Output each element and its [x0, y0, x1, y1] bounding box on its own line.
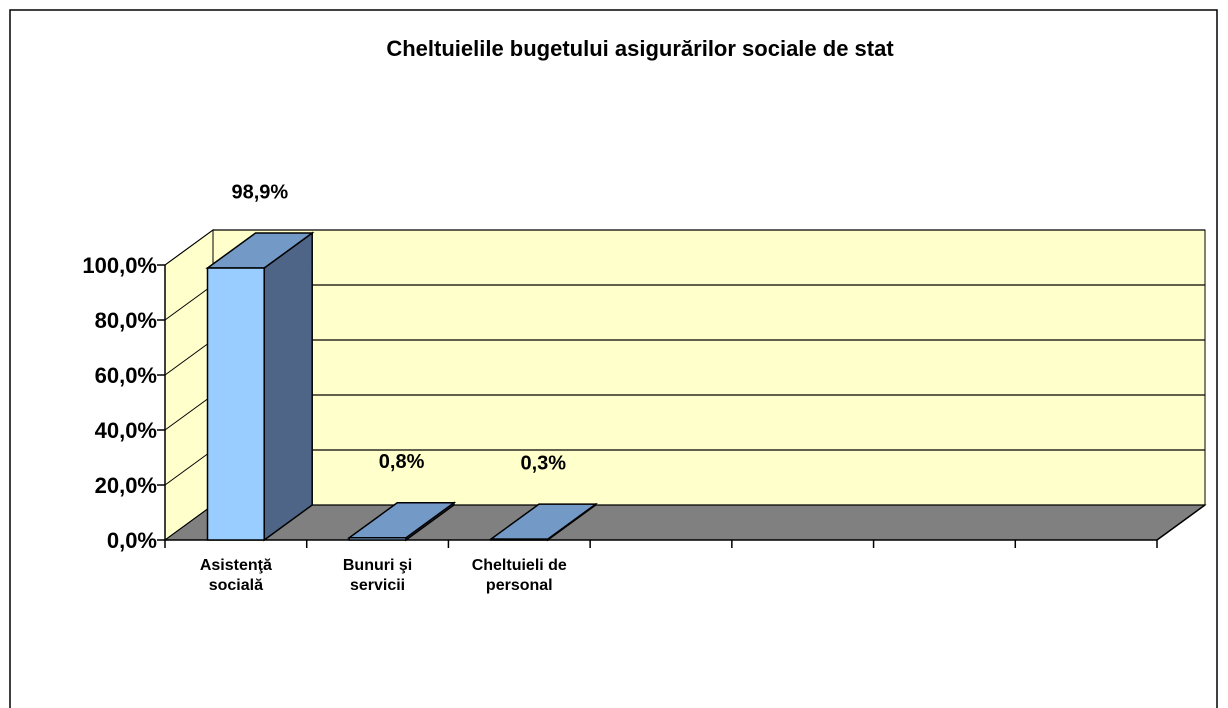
y-tick-label: 60,0%	[95, 363, 157, 388]
x-tick-label-box: Asistenţă socială	[199, 557, 272, 594]
data-label: 0,3%	[520, 452, 566, 474]
x-tick-label-box: Cheltuieli de personal	[471, 557, 567, 594]
x-tick-label: Cheltuieli de personal	[471, 557, 567, 594]
y-tick-label: 20,0%	[95, 473, 157, 498]
x-tick-label: Bunuri şi servicii	[342, 557, 413, 594]
data-label: 98,9%	[231, 181, 288, 203]
back-wall	[212, 229, 1206, 506]
y-tick-label: 0,0%	[107, 528, 157, 553]
bar	[348, 537, 407, 541]
grid-line	[164, 504, 214, 541]
x-tick-label-box: Bunuri şi servicii	[342, 557, 413, 594]
floor	[163, 504, 1207, 541]
data-label: 0,8%	[379, 451, 425, 473]
y-tick-label: 100,0%	[82, 253, 157, 278]
chart-title: Cheltuielile bugetului asigurărilor soci…	[386, 36, 894, 61]
side-wall	[164, 229, 214, 541]
grid-line	[164, 394, 214, 431]
floor-edge	[1156, 504, 1206, 541]
y-tick-label: 80,0%	[95, 308, 157, 333]
bar	[490, 538, 549, 541]
grid-line	[164, 449, 214, 486]
bar-side	[263, 231, 313, 542]
grid-line	[164, 339, 214, 376]
x-tick-label: Asistenţă socială	[199, 557, 272, 594]
bar	[206, 267, 265, 541]
grid-line	[164, 284, 214, 321]
grid-line	[164, 229, 214, 266]
y-tick-label: 40,0%	[95, 418, 157, 443]
